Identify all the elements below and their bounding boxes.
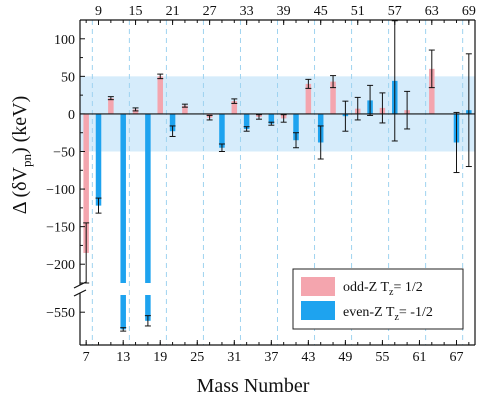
odd-z-bar [429, 68, 435, 114]
even-z-bar [169, 113, 176, 132]
even-z-bar [243, 113, 250, 129]
odd-z-bar [132, 109, 139, 114]
x-tick-label: 31 [227, 350, 241, 365]
x-tick-label: 61 [412, 350, 426, 365]
x-tick-label: 7 [83, 350, 90, 365]
x-top-tick-label: 45 [314, 4, 328, 19]
odd-z-bar [231, 101, 238, 114]
x-top-tick-label: 21 [166, 4, 180, 19]
legend-label-even: even-Z Tz= -1/2 [343, 305, 433, 323]
y-tick-label: −150 [46, 221, 75, 236]
legend-label-odd: odd-Z Tz= 1/2 [343, 280, 423, 298]
axes [73, 19, 476, 346]
axis-break-mark [73, 281, 87, 289]
x-tick-label: 43 [301, 350, 315, 365]
tick-labels: 100 50 0 −50 −100 −150 −200 −550 7 13 19 25 31 37 43 49… [46, 4, 476, 365]
y-tick-label: −50 [53, 146, 75, 161]
y-tick-label: −100 [46, 183, 75, 198]
legend-swatch-even [301, 301, 335, 320]
x-top-tick-label: 63 [425, 4, 439, 19]
x-top-tick-label: 9 [95, 4, 102, 19]
even-z-bar [120, 113, 126, 283]
odd-z-bar [83, 113, 89, 253]
even-z-bar [95, 113, 102, 206]
x-top-tick-label: 33 [240, 4, 254, 19]
y-tick-label: 0 [68, 108, 75, 123]
x-top-tick-label: 39 [277, 4, 291, 19]
even-z-bar-lower [145, 295, 151, 321]
odd-z-bar [330, 81, 336, 114]
x-tick-label: 19 [153, 350, 167, 365]
y-tick-label: 50 [61, 70, 75, 85]
legend: odd-Z Tz= 1/2 even-Z Tz= -1/2 [292, 268, 464, 330]
x-tick-label: 25 [190, 350, 204, 365]
x-tick-label: 49 [338, 350, 352, 365]
axis-break-mark [73, 289, 87, 297]
x-axis-title: Mass Number [197, 375, 310, 397]
x-top-tick-label: 15 [129, 4, 143, 19]
y-axis-title-sub: pn [19, 154, 34, 168]
x-top-tick-label: 57 [388, 4, 402, 19]
even-z-bar [145, 113, 151, 283]
even-z-bar [219, 113, 225, 148]
x-tick-label: 67 [449, 350, 463, 365]
x-top-tick-label: 51 [351, 4, 365, 19]
y-axis-title: Δ (δVpn) (keV) [9, 96, 34, 215]
even-z-bar [293, 113, 299, 141]
y-axis-title-end: ) (keV) [9, 96, 31, 154]
even-z-bar-lower [120, 295, 126, 330]
x-tick-label: 13 [116, 350, 130, 365]
x-tick-label: 37 [264, 350, 278, 365]
y-tick-label: 100 [54, 33, 75, 48]
odd-z-bar [157, 76, 163, 114]
even-z-bar [268, 113, 275, 124]
legend-swatch-odd [301, 277, 335, 296]
error-bars [83, 20, 472, 332]
y-tick-label: −200 [46, 258, 75, 273]
x-top-tick-label: 69 [462, 4, 476, 19]
y-axis-title-main: Δ (δV [9, 166, 31, 214]
y-tick-label: −550 [46, 306, 75, 321]
odd-z-bar [305, 83, 312, 114]
odd-z-bar [108, 98, 114, 114]
x-top-tick-label: 27 [203, 4, 217, 19]
x-tick-label: 55 [375, 350, 389, 365]
odd-z-bar [182, 105, 188, 114]
